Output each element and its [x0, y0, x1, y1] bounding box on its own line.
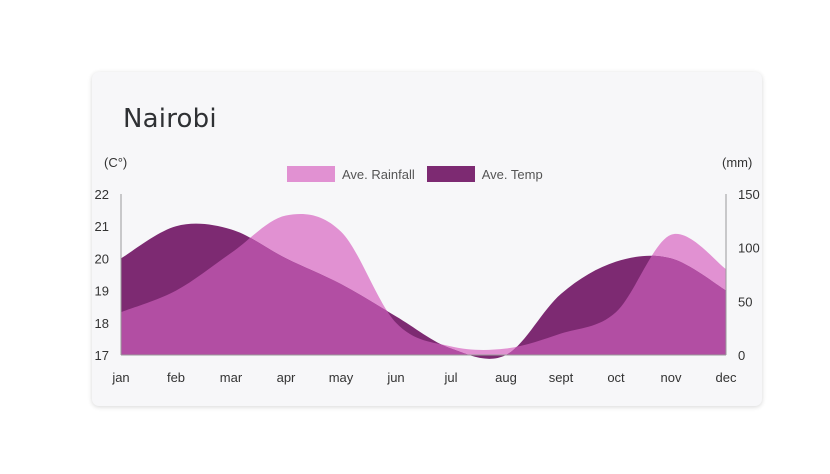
x-tick-label: jul	[443, 370, 457, 385]
legend-swatch-temp	[426, 166, 475, 182]
y-left-tick-label: 17	[95, 348, 109, 363]
legend-label-temp: Ave. Temp	[481, 166, 543, 182]
y-left-tick-label: 18	[95, 316, 109, 331]
x-tick-label: apr	[277, 370, 296, 385]
y-right-tick-label: 100	[738, 241, 760, 256]
y-left-tick-label: 21	[95, 219, 109, 234]
y-right-tick-label: 0	[738, 348, 745, 363]
y-right-tick-label: 150	[738, 187, 760, 202]
chart-title: Nairobi	[123, 104, 217, 134]
x-tick-label: aug	[495, 370, 517, 385]
x-tick-label: jun	[386, 370, 404, 385]
right-axis-unit-label: (mm)	[722, 155, 753, 170]
x-tick-label: sept	[549, 370, 574, 385]
legend-item-rainfall[interactable]: Ave. Rainfall	[287, 166, 415, 182]
legend-item-temp[interactable]: Ave. Temp	[426, 166, 543, 182]
y-left-tick-label: 22	[95, 187, 109, 202]
x-tick-label: oct	[607, 370, 625, 385]
y-left-tick-label: 19	[95, 284, 109, 299]
x-tick-label: mar	[220, 370, 243, 385]
x-tick-label: feb	[167, 370, 185, 385]
left-axis-unit-label: (C°)	[104, 155, 128, 170]
x-tick-label: may	[329, 370, 354, 385]
x-tick-label: dec	[716, 370, 737, 385]
y-left-tick-label: 20	[95, 251, 109, 266]
chart-legend: Ave. Rainfall Ave. Temp	[287, 166, 555, 182]
legend-label-rainfall: Ave. Rainfall	[342, 166, 415, 182]
legend-swatch-rainfall	[287, 166, 335, 182]
x-tick-label: jan	[111, 370, 129, 385]
y-right-tick-label: 50	[738, 294, 752, 309]
x-tick-label: nov	[661, 370, 682, 385]
